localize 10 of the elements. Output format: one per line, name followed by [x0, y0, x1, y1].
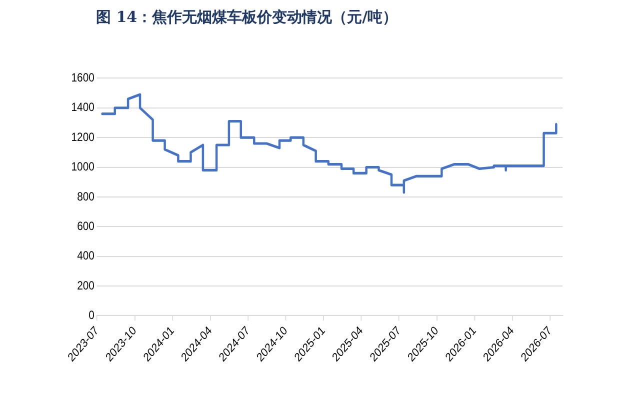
y-tick-label: 1400	[71, 102, 94, 114]
y-tick-label: 1000	[71, 160, 94, 174]
y-tick-label: 400	[77, 250, 94, 263]
chart-title: 图 14：焦作无烟煤车板价变动情况（元/吨）	[96, 8, 398, 27]
y-tick-label: 1200	[71, 131, 94, 144]
y-tick-label: 800	[77, 190, 94, 204]
y-tick-label: 600	[77, 220, 94, 234]
y-tick-label: 0	[88, 309, 94, 322]
y-tick-label: 1600	[71, 72, 94, 85]
y-tick-label: 200	[77, 280, 94, 293]
